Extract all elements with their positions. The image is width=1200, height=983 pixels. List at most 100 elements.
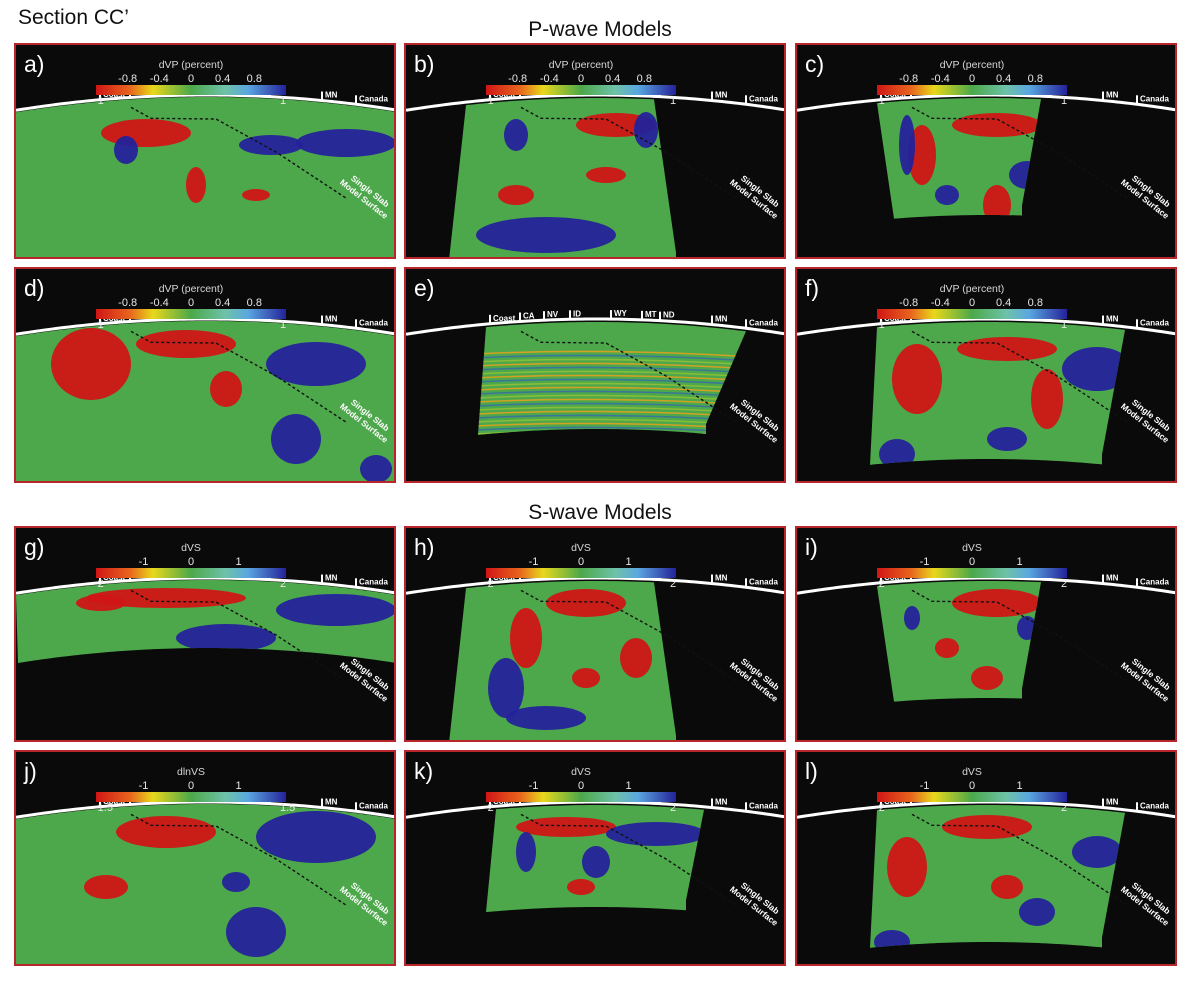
- colorbar-tick: 0: [577, 780, 585, 792]
- colorbar-tick: 0: [187, 556, 195, 568]
- state-label: Canada: [1140, 94, 1169, 103]
- colorbar-title: dVP (percent): [158, 283, 224, 295]
- colorbar: [877, 568, 1067, 578]
- panel-label: g): [24, 534, 45, 560]
- panel-k: CoastCANVIDWYMTNDMNCanadak)dVS-101-22Sin…: [404, 750, 786, 966]
- colorbar-min: -1: [875, 95, 885, 107]
- colorbar-min: -1: [94, 95, 104, 107]
- colorbar: [486, 85, 676, 95]
- colorbar-title: dVS: [962, 766, 982, 778]
- surface-line: [406, 800, 784, 819]
- colorbar-tick: -0.4: [149, 297, 169, 309]
- panel-e: Coast CA NV ID WY MT ND MN Canada e) Single Slab Mo…: [404, 267, 786, 483]
- panel-a: CoastCANVIDWYMTNDMNCanadaa)dVP (percent)…: [14, 43, 396, 259]
- colorbar-tick: -1: [919, 556, 930, 568]
- surface-line: [797, 317, 1175, 336]
- colorbar-min: -2: [875, 578, 885, 590]
- colorbar-tick: -0.4: [930, 297, 950, 309]
- colorbar: [96, 309, 286, 319]
- colorbar-max: 1: [1061, 319, 1068, 331]
- surface-line: [406, 317, 784, 336]
- panel-l: CoastCANVIDWYMTNDMNCanadal)dVS-101-22Sin…: [795, 750, 1177, 966]
- colorbar-max: 2: [1061, 802, 1068, 814]
- state-label: MN: [325, 798, 338, 807]
- panel-label: c): [805, 51, 825, 77]
- p-wave-title: P-wave Models: [528, 18, 672, 41]
- state-label: Canada: [749, 577, 778, 586]
- colorbar-title: dVP (percent): [939, 59, 1005, 71]
- panel-i: CoastCANVIDWYMTNDMNCanadai)dVS-101-22Sin…: [795, 526, 1177, 742]
- surface-line: [406, 576, 784, 595]
- slab-dashed-line: [130, 813, 347, 906]
- panel-label: f): [805, 275, 820, 301]
- colorbar-max: 1: [670, 95, 677, 107]
- state-label: MN: [1106, 91, 1119, 100]
- state-label: Canada: [749, 94, 778, 103]
- section-plot-e: Coast CA NV ID WY MT ND MN Canada: [406, 309, 784, 435]
- s-wave-title: S-wave Models: [528, 501, 672, 524]
- colorbar-tick: 0: [187, 297, 195, 309]
- colorbar-tick: -0.8: [508, 73, 528, 85]
- state-label: Canada: [1140, 577, 1169, 586]
- colorbar-title: dVP (percent): [548, 59, 614, 71]
- surface-line: [406, 93, 784, 112]
- colorbar-max: 1: [280, 319, 287, 331]
- colorbar-tick: 1: [625, 556, 632, 568]
- colorbar-tick: 0.4: [215, 297, 231, 309]
- colorbar-tick: -0.4: [539, 73, 559, 85]
- panel-label: k): [414, 758, 434, 784]
- figure-title: Section CC’: [18, 6, 129, 29]
- colorbar-tick: 0.4: [605, 73, 621, 85]
- slab-dashed-line: [130, 589, 347, 682]
- colorbar: [877, 309, 1067, 319]
- colorbar-max: 2: [670, 802, 677, 814]
- panel-label: i): [805, 534, 818, 560]
- colorbar-max: 2: [670, 578, 677, 590]
- state-label: ND: [663, 311, 675, 320]
- colorbar-tick: 0: [577, 73, 585, 85]
- colorbar-tick: 0: [577, 556, 585, 568]
- colorbar-tick: 0.8: [1027, 297, 1043, 309]
- colorbar-max: 1.5: [280, 802, 296, 814]
- panel-g: CoastCANVIDWYMTNDMNCanadag)dVS-101-22Sin…: [14, 526, 396, 742]
- state-label: MN: [325, 315, 338, 324]
- panel-label: a): [24, 51, 45, 77]
- colorbar-tick: -0.8: [118, 297, 138, 309]
- colorbar-min: -2: [484, 578, 494, 590]
- surface-line: [797, 800, 1175, 819]
- panel-d: CoastCANVIDWYMTNDMNCanadad)dVP (percent)…: [14, 267, 396, 483]
- colorbar-min: -2: [94, 578, 104, 590]
- state-label: Canada: [749, 318, 778, 327]
- state-label: MT: [645, 310, 657, 319]
- surface-line: [16, 800, 394, 819]
- state-label: MN: [715, 91, 728, 100]
- colorbar: [877, 85, 1067, 95]
- state-label: MN: [1106, 574, 1119, 583]
- panel-h: CoastCANVIDWYMTNDMNCanadah)dVS-101-22Sin…: [404, 526, 786, 742]
- colorbar-title: dlnVS: [176, 766, 206, 778]
- state-label: Canada: [359, 318, 388, 327]
- colorbar-min: -2: [484, 802, 494, 814]
- colorbar: [96, 568, 286, 578]
- colorbar-min: -1: [94, 319, 104, 331]
- slab-dashed-line: [520, 330, 737, 423]
- state-label: Canada: [1140, 318, 1169, 327]
- surface-line: [16, 93, 394, 112]
- colorbar: [486, 568, 676, 578]
- colorbar-min: -2: [875, 802, 885, 814]
- colorbar-tick: 0.8: [636, 73, 652, 85]
- panel-label: h): [414, 534, 435, 560]
- colorbar-tick: 0.8: [246, 297, 262, 309]
- colorbar-tick: 0.4: [996, 73, 1012, 85]
- state-label: MN: [715, 315, 728, 324]
- colorbar-tick: -0.8: [899, 73, 919, 85]
- colorbar-min: -1.5: [94, 802, 113, 814]
- colorbar-tick: -1: [528, 780, 539, 792]
- colorbar-tick: -0.8: [118, 73, 138, 85]
- slab-dashed-line: [520, 813, 737, 906]
- colorbar-tick: -1: [528, 556, 539, 568]
- colorbar: [96, 792, 286, 802]
